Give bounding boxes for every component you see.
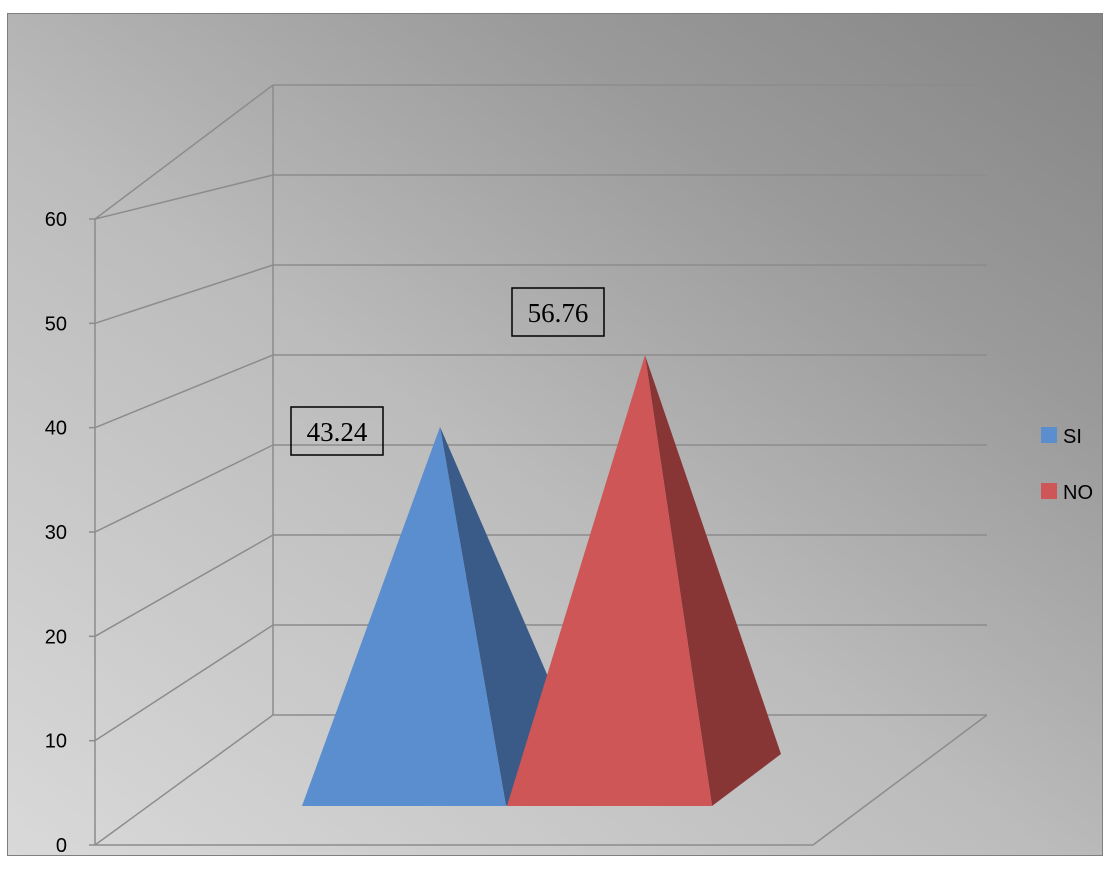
y-tick-label: 30 [45, 522, 67, 544]
data-label: 43.24 [307, 417, 368, 447]
gridline [94, 354, 274, 429]
legend-label-no: NO [1063, 482, 1093, 504]
y-axis: 0 10 20 30 40 50 60 [45, 209, 96, 857]
data-label-box [290, 406, 384, 456]
floor-edge [812, 714, 988, 846]
y-tick-label: 60 [45, 209, 67, 231]
pyramid-no [507, 355, 712, 806]
pyramid-side-no [645, 355, 781, 806]
legend-swatch-si [1041, 427, 1057, 443]
chart-area: 0 10 20 30 40 50 60 43.24 56.76 SI NO [7, 13, 1103, 857]
data-labels: 43.24 56.76 [290, 287, 605, 456]
gridline [94, 174, 274, 220]
legend: SI NO [1041, 426, 1093, 504]
gridline [94, 714, 274, 846]
y-tick-label: 10 [45, 731, 67, 753]
pyramid-chart: 0 10 20 30 40 50 60 43.24 56.76 SI NO [45, 84, 1093, 857]
legend-swatch-no [1041, 483, 1057, 499]
y-tick-label: 40 [45, 418, 67, 440]
gridlines [94, 84, 988, 846]
data-label-box [511, 287, 605, 337]
gridline [94, 624, 274, 742]
y-tick-label: 50 [45, 313, 67, 335]
pyramids [302, 355, 781, 806]
y-tick-label: 0 [56, 835, 67, 857]
legend-label-si: SI [1063, 426, 1082, 448]
gridline [94, 444, 274, 533]
gridline [94, 534, 274, 637]
gridline [94, 84, 274, 220]
data-label: 56.76 [528, 298, 589, 328]
y-tick-label: 20 [45, 626, 67, 648]
pyramid-si [302, 426, 506, 806]
gridline [94, 264, 274, 325]
